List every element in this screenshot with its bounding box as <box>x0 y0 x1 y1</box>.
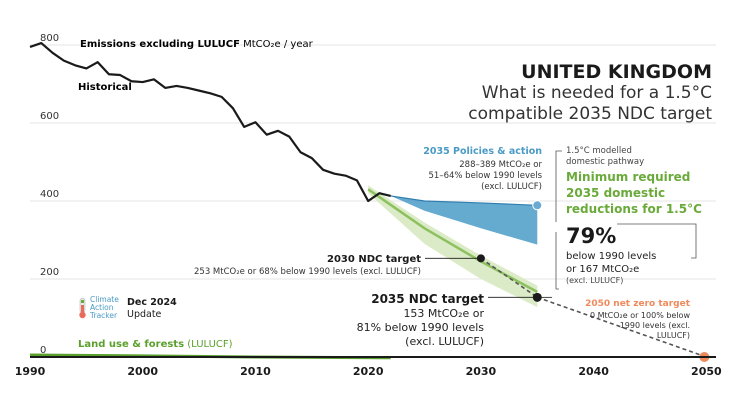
y-tick-0: 0 <box>40 345 46 356</box>
historical-label: Historical <box>78 82 132 93</box>
pathway-series <box>367 185 538 308</box>
y-tick-200: 200 <box>40 267 59 278</box>
y-tick-800: 800 <box>40 33 59 44</box>
ndc-2030-annotation: 2030 NDC target 253 MtCO₂e or 68% below … <box>194 254 421 277</box>
x-tick-2030: 2030 <box>466 365 497 378</box>
historical-series <box>29 41 391 203</box>
ndc-2035-detail-1: 153 MtCO₂e or <box>403 307 484 320</box>
net-zero-label: 2050 net zero target <box>585 299 691 309</box>
x-axis-ticks: 1990 2000 2010 2020 2030 2040 2050 <box>15 365 722 378</box>
minimum-detail-2: or 167 MtCO₂e <box>566 264 639 275</box>
policies-series <box>390 195 543 245</box>
ndc-2030-label: 2030 NDC target <box>327 254 421 265</box>
y-tick-600: 600 <box>40 111 59 122</box>
ndc-2030-marker <box>476 254 485 263</box>
logo-line-1: Climate <box>90 295 119 304</box>
ndc-2035-2050-dashed <box>537 296 707 358</box>
policies-detail-2: 51–64% below 1990 levels <box>429 171 543 181</box>
thermometer-icon <box>79 297 86 319</box>
net-zero-detail-3: LULUCF) <box>657 331 690 340</box>
bracket-upper <box>555 150 562 222</box>
minimum-title-1: Minimum required <box>566 170 690 184</box>
minimum-detail-3: (excl. LULUCF) <box>566 276 623 285</box>
gridlines <box>30 44 716 280</box>
logo-line-2: Action <box>90 303 114 312</box>
y-axis-ticks: 0 200 400 600 800 <box>40 33 59 356</box>
chart-title: UNITED KINGDOM <box>521 61 712 83</box>
minimum-title-2: 2035 domestic <box>566 186 665 200</box>
policies-detail-1: 288–389 MtCO₂e or <box>459 160 542 170</box>
net-zero-annotation: 2050 net zero target 0 MtCO₂e or 100% be… <box>585 299 691 340</box>
policies-detail-3: (excl. LULUCF) <box>481 182 542 192</box>
policies-annotation: 2035 Policies & action 288–389 MtCO₂e or… <box>423 146 542 192</box>
x-tick-2050: 2050 <box>691 365 722 378</box>
ndc-2030-2035-dashed <box>480 257 538 298</box>
net-zero-detail-1: 0 MtCO₂e or 100% below <box>590 311 690 320</box>
pathway-line <box>367 188 538 293</box>
pathway-label-1: 1.5°C modelled <box>566 146 632 156</box>
bracket-lower <box>555 232 559 290</box>
x-tick-2010: 2010 <box>240 365 271 378</box>
policies-upper-line <box>390 195 538 206</box>
ndc-2035-detail-3: (excl. LULUCF) <box>405 335 484 348</box>
net-zero-detail-2: 1990 levels (excl. <box>620 321 690 330</box>
chart-subtitle-line-2: compatible 2035 NDC target <box>468 104 712 124</box>
minimum-percent: 79% <box>566 224 616 248</box>
chart-subtitle-line-1: What is needed for a 1.5°C <box>482 83 712 103</box>
ndc-2035-marker <box>532 292 542 302</box>
minimum-detail-1: below 1990 levels <box>566 251 656 262</box>
x-tick-2000: 2000 <box>127 365 158 378</box>
x-tick-2040: 2040 <box>578 365 609 378</box>
pathway-label-2: domestic pathway <box>566 157 644 167</box>
minimum-reduction-annotation: 1.5°C modelled domestic pathway Minimum … <box>555 146 702 290</box>
bracket-right <box>617 223 697 259</box>
lulucf-label: Land use & forests (LULUCF) <box>78 339 233 350</box>
cat-logo: Climate Action Tracker Dec 2024 Update <box>79 295 177 320</box>
update-date: Dec 2024 <box>127 297 177 308</box>
update-label: Update <box>127 309 162 320</box>
x-tick-1990: 1990 <box>15 365 46 378</box>
x-tick-2020: 2020 <box>353 365 384 378</box>
y-tick-400: 400 <box>40 189 59 200</box>
logo-line-3: Tracker <box>89 311 118 320</box>
policies-end-marker <box>532 200 543 211</box>
policies-band <box>390 195 538 245</box>
target-markers <box>425 254 710 362</box>
y-axis-label: Emissions excluding LULUCF MtCO₂e / year <box>80 39 314 50</box>
historical-line <box>29 41 391 203</box>
ndc-2030-detail: 253 MtCO₂e or 68% below 1990 levels (exc… <box>194 267 421 277</box>
minimum-title-3: reductions for 1.5°C <box>566 202 702 216</box>
policies-title: 2035 Policies & action <box>423 146 542 157</box>
ndc-2035-annotation: 2035 NDC target 153 MtCO₂e or 81% below … <box>357 292 485 348</box>
ndc-2035-detail-2: 81% below 1990 levels <box>357 321 485 334</box>
ndc-projection <box>480 257 707 358</box>
ndc-2035-label: 2035 NDC target <box>371 292 484 306</box>
